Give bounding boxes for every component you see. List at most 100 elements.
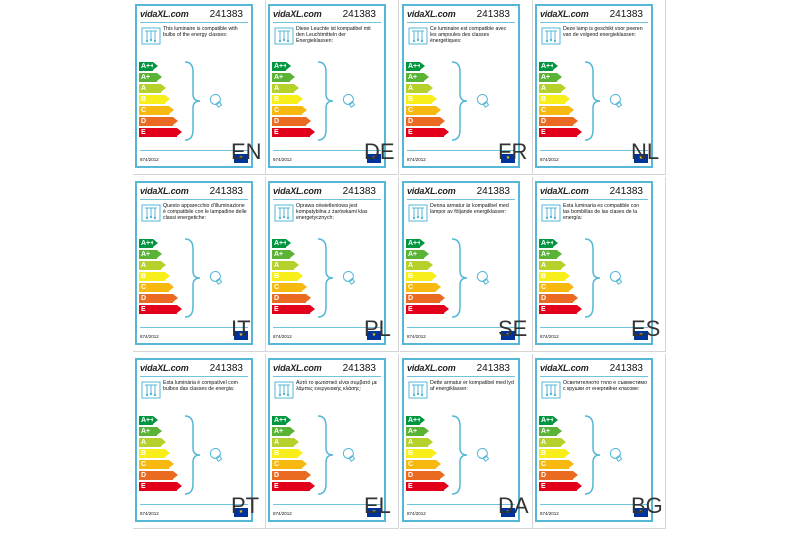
cell-divider: [266, 177, 399, 352]
energy-class-bar: D: [406, 471, 445, 480]
compatibility-text: Αυτό το φωτιστικό είναι συμβατό με λάμπε…: [296, 380, 378, 392]
product-code: 241383: [476, 186, 510, 197]
regulation-number: 874/2012: [273, 334, 292, 339]
cell-divider: [133, 354, 266, 529]
energy-class-bar: B: [406, 95, 437, 104]
divider: [540, 376, 648, 377]
energy-scale: A++ A+ A B C D E: [272, 62, 315, 139]
lamp-icon: [274, 381, 294, 399]
energy-class-bar: A+: [139, 73, 162, 82]
energy-label: vidaXL.com 241383 This luminaire is compat…: [135, 4, 253, 168]
energy-class-bar: A++: [139, 62, 158, 71]
label-cell-da: vidaXL.com 241383 Dette armatur er kompati…: [400, 354, 533, 529]
energy-class-bar: E: [139, 305, 182, 314]
regulation-number: 874/2012: [407, 157, 426, 162]
energy-class-bar: B: [539, 272, 570, 281]
language-code: FR: [498, 139, 528, 164]
energy-scale: A++ A+ A B C D E: [406, 62, 449, 139]
language-code: EN: [231, 139, 262, 164]
energy-class-bar: A: [406, 261, 433, 270]
energy-class-bar: A: [406, 84, 433, 93]
compatibility-text: Deze lamp is geschikt voor peeren van de…: [563, 26, 643, 38]
energy-class-bar: D: [406, 294, 445, 303]
energy-class-bar: A+: [406, 250, 429, 259]
lamp-icon: [141, 381, 161, 399]
brand-logo: vidaXL.com: [540, 186, 589, 196]
eu-flag-icon: ★: [234, 154, 248, 163]
divider: [273, 504, 381, 505]
language-code: PL: [364, 316, 391, 341]
regulation-number: 874/2012: [407, 334, 426, 339]
label-cell-fr: vidaXL.com 241383 Ce luminaire est compati…: [400, 0, 533, 175]
energy-class-bar: A: [139, 438, 166, 447]
lamp-icon: [274, 27, 294, 45]
divider: [540, 504, 648, 505]
energy-class-bar: B: [272, 272, 303, 281]
label-cell-pt: vidaXL.com 241383 Esta luminária é compatí…: [133, 354, 266, 529]
energy-label: vidaXL.com 241383 Αυτό το φωτιστικό είναι …: [268, 358, 386, 522]
energy-class-bar: A: [539, 438, 566, 447]
energy-class-bar: A++: [539, 416, 558, 425]
energy-class-bar: A+: [272, 73, 295, 82]
energy-class-bar: D: [139, 471, 178, 480]
cell-divider: [133, 177, 266, 352]
energy-class-bar: A: [272, 84, 299, 93]
language-code: ES: [631, 316, 661, 341]
label-cell-de: vidaXL.com 241383 Diese Leuchte ist kompat…: [266, 0, 399, 175]
language-code: DE: [364, 139, 395, 164]
energy-label: vidaXL.com 241383 Oprawa oświetleniowa jes…: [268, 181, 386, 345]
brace-bulb-icon: [316, 412, 362, 498]
energy-class-bar: D: [272, 471, 311, 480]
energy-scale: A++ A+ A B C D E: [406, 239, 449, 316]
lamp-icon: [408, 27, 428, 45]
language-code: BG: [631, 493, 663, 518]
cell-divider: [400, 177, 533, 352]
energy-class-bar: A++: [139, 239, 158, 248]
energy-class-bar: B: [539, 449, 570, 458]
energy-class-bar: A: [539, 84, 566, 93]
language-code: IT: [231, 316, 251, 341]
brace-bulb-icon: [450, 235, 496, 321]
energy-class-bar: A++: [539, 239, 558, 248]
energy-class-bar: B: [272, 449, 303, 458]
energy-class-bar: C: [272, 283, 307, 292]
energy-class-bar: B: [139, 272, 170, 281]
divider: [140, 327, 248, 328]
label-cell-es: vidaXL.com 241383 Esta luminaria es compat…: [533, 177, 666, 352]
product-code: 241383: [209, 9, 243, 20]
brace-bulb-icon: [583, 235, 629, 321]
energy-class-bar: A: [139, 261, 166, 270]
compatibility-text: Oprawa oświetleniowa jest kompatybilna z…: [296, 203, 368, 221]
energy-class-bar: A: [272, 261, 299, 270]
divider: [273, 22, 381, 23]
divider: [407, 22, 515, 23]
regulation-number: 874/2012: [540, 157, 559, 162]
energy-class-bar: C: [139, 106, 174, 115]
eu-flag-icon: ★: [234, 331, 248, 340]
divider: [540, 199, 648, 200]
energy-class-bar: E: [406, 305, 449, 314]
energy-class-bar: E: [406, 128, 449, 137]
brand-logo: vidaXL.com: [540, 9, 589, 19]
energy-class-bar: E: [139, 128, 182, 137]
energy-class-bar: E: [272, 482, 315, 491]
regulation-number: 874/2012: [273, 511, 292, 516]
energy-class-bar: E: [272, 305, 315, 314]
cell-divider: [266, 0, 399, 175]
energy-class-bar: D: [539, 117, 578, 126]
energy-label: vidaXL.com 241383 Esta luminaria es compat…: [535, 181, 653, 345]
product-code: 241383: [609, 363, 643, 374]
eu-flag-icon: ★: [634, 508, 648, 517]
product-code: 241383: [209, 186, 243, 197]
energy-class-bar: C: [272, 106, 307, 115]
divider: [140, 22, 248, 23]
eu-flag-icon: ★: [501, 331, 515, 340]
compatibility-text: Denna armatur är kompatibel med lampor a…: [430, 203, 509, 215]
divider: [407, 327, 515, 328]
energy-class-bar: A++: [406, 416, 425, 425]
energy-scale: A++ A+ A B C D E: [139, 239, 182, 316]
energy-scale: A++ A+ A B C D E: [272, 416, 315, 493]
regulation-number: 874/2012: [407, 511, 426, 516]
energy-class-bar: A: [406, 438, 433, 447]
